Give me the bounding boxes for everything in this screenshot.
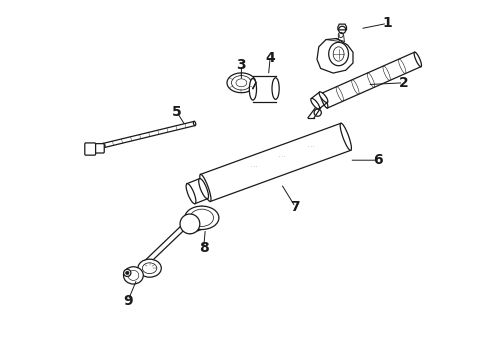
Text: 9: 9 (123, 294, 133, 307)
Text: 6: 6 (373, 153, 383, 167)
Text: 4: 4 (265, 51, 275, 64)
Ellipse shape (329, 42, 348, 66)
Ellipse shape (190, 209, 214, 226)
FancyBboxPatch shape (92, 144, 104, 153)
Ellipse shape (194, 121, 196, 126)
Ellipse shape (320, 94, 328, 108)
Ellipse shape (333, 47, 344, 61)
Ellipse shape (236, 79, 247, 87)
Ellipse shape (128, 270, 139, 280)
Polygon shape (317, 39, 353, 73)
Ellipse shape (231, 76, 251, 90)
Ellipse shape (340, 123, 351, 150)
Polygon shape (187, 179, 208, 204)
Ellipse shape (249, 78, 257, 100)
Text: 1: 1 (382, 17, 392, 30)
Text: 5: 5 (172, 105, 181, 118)
Ellipse shape (200, 174, 211, 202)
Circle shape (123, 269, 131, 276)
Ellipse shape (143, 263, 157, 274)
FancyBboxPatch shape (85, 143, 96, 155)
Ellipse shape (185, 206, 219, 230)
Polygon shape (253, 76, 275, 102)
Text: 7: 7 (291, 200, 300, 214)
Ellipse shape (227, 73, 256, 93)
Circle shape (125, 271, 129, 275)
Polygon shape (311, 92, 327, 109)
Ellipse shape (186, 184, 196, 204)
Ellipse shape (272, 78, 279, 99)
Polygon shape (200, 123, 351, 202)
Ellipse shape (199, 179, 209, 199)
Ellipse shape (138, 259, 161, 277)
Polygon shape (321, 52, 421, 108)
Ellipse shape (311, 98, 319, 109)
Ellipse shape (319, 92, 328, 103)
Ellipse shape (414, 52, 421, 67)
Text: 2: 2 (398, 76, 408, 90)
Polygon shape (103, 121, 195, 148)
Text: · · ·: · · · (308, 145, 314, 149)
Text: · · ·: · · · (279, 155, 286, 159)
Ellipse shape (180, 214, 200, 234)
Text: 3: 3 (237, 58, 246, 72)
Text: 8: 8 (199, 242, 208, 255)
Ellipse shape (103, 143, 105, 148)
Ellipse shape (123, 267, 143, 284)
Text: · · ·: · · · (251, 165, 258, 169)
